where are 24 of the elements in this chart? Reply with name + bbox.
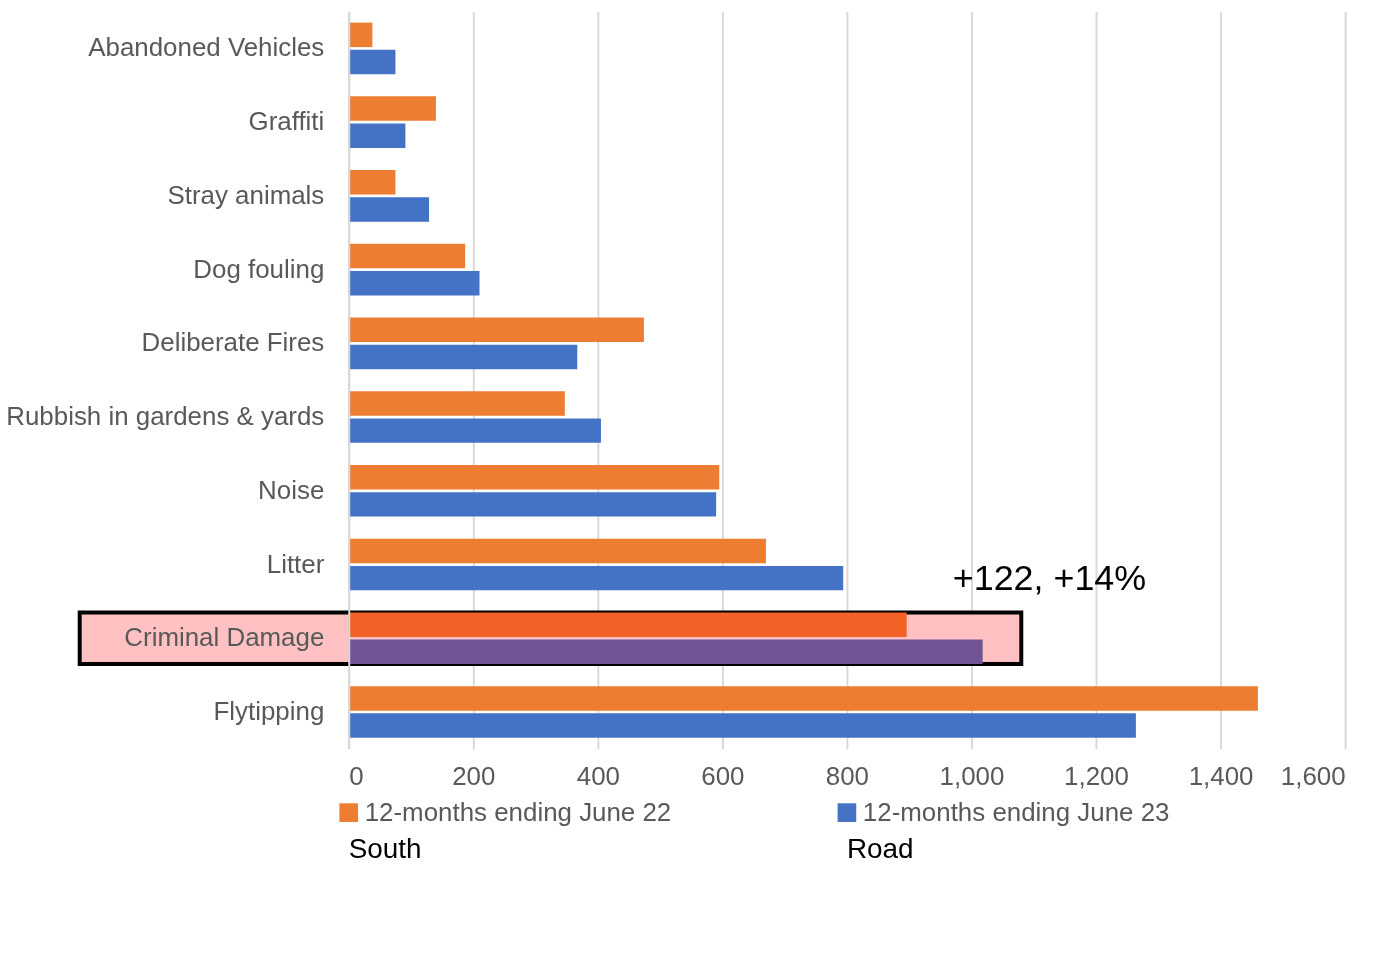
x-tick-label: 600 <box>701 762 745 791</box>
y-tick-label: Graffiti <box>248 107 325 136</box>
x-tick-label: 800 <box>825 762 870 791</box>
text: Road <box>846 833 914 865</box>
y-tick-label: Stray animals <box>167 180 325 209</box>
x-tick-label: 200 <box>452 762 496 791</box>
annotation: +122, +14% <box>952 558 1147 599</box>
y-tick-label: Litter <box>266 549 325 578</box>
y-tick-label: Rubbish in gardens & yards <box>6 402 325 431</box>
legend-label: 12-months ending June 22 <box>364 797 672 826</box>
legend-label: 12-months ending June 23 <box>862 797 1170 826</box>
x-tick-label: 1,400 <box>1188 762 1254 791</box>
y-tick-label: Deliberate Fires <box>141 328 325 357</box>
text: South <box>348 833 422 865</box>
x-tick-label: 1,200 <box>1064 762 1129 791</box>
x-tick-label: 0 <box>349 762 364 791</box>
x-tick-label: 1,000 <box>939 762 1005 791</box>
y-tick-label: Abandoned Vehicles <box>88 33 325 62</box>
y-tick-label: Flytipping <box>213 696 325 725</box>
y-tick-label: Noise <box>258 475 325 504</box>
x-tick-label: 1,600 <box>1280 762 1346 791</box>
x-tick-label: 400 <box>576 762 620 791</box>
y-tick-label: Dog fouling <box>193 254 325 283</box>
y-tick-label: Criminal Damage <box>124 623 325 652</box>
